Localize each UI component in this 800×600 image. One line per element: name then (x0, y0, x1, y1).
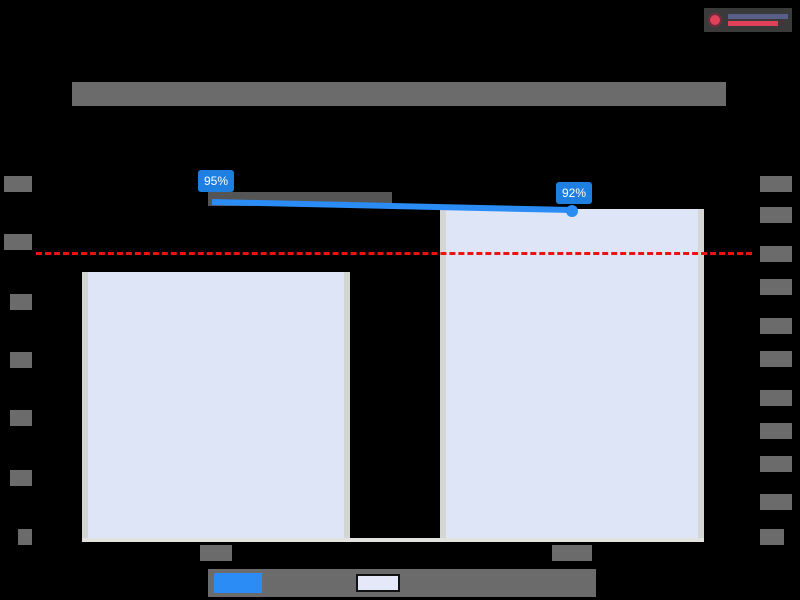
right-axis-tick (760, 390, 792, 406)
right-axis-tick (760, 529, 784, 545)
right-axis-tick (760, 351, 792, 367)
legend: [line series] [bar series] (208, 569, 596, 597)
line-point (566, 205, 578, 217)
right-axis-tick (760, 279, 792, 295)
data-label: 92% (556, 182, 593, 204)
legend-swatch-line (214, 573, 262, 593)
right-axis-tick (760, 423, 792, 439)
chart-title: [illegible chart title] (72, 82, 726, 106)
logo-icon (708, 13, 722, 27)
legend-label: [line series] (266, 576, 356, 590)
right-axis-tick (760, 246, 792, 262)
left-axis-tick (10, 352, 32, 368)
left-axis-tick (10, 410, 32, 426)
legend-label: [bar series] (406, 576, 586, 590)
data-label: 95% (198, 170, 235, 192)
right-axis-tick (760, 176, 792, 192)
right-axis-tick (760, 207, 792, 223)
right-axis-tick (760, 494, 792, 510)
bar-category-2 (440, 209, 704, 540)
legend-swatch-bar (356, 574, 400, 592)
right-axis-tick (760, 318, 792, 334)
x-axis-label: [cat-2] (552, 545, 592, 561)
left-axis-tick (10, 294, 32, 310)
logo-text (728, 14, 788, 26)
x-axis-label: [cat-1] (200, 545, 232, 561)
right-axis-tick (760, 456, 792, 472)
bar-category-1 (82, 272, 350, 540)
reference-line (36, 252, 752, 255)
left-axis-tick (10, 470, 32, 486)
left-axis-tick (4, 234, 32, 250)
brand-logo (704, 8, 792, 32)
left-axis-tick (18, 529, 32, 545)
x-axis-baseline (82, 538, 704, 542)
left-axis-tick (4, 176, 32, 192)
